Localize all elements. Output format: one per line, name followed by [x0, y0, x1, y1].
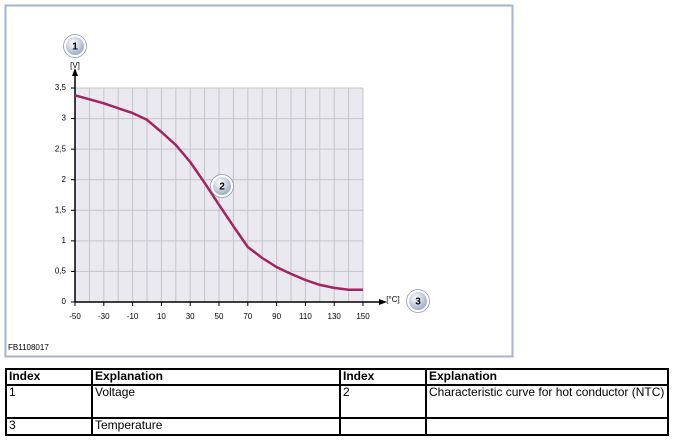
- callout-ring: [210, 174, 234, 198]
- table-row: 1 Voltage 2 Characteristic curve for hot…: [5, 384, 669, 419]
- table-row: 3 Temperature: [5, 417, 669, 436]
- header-cell: Explanation: [91, 368, 341, 386]
- cell: [425, 417, 669, 436]
- header-cell: Index: [339, 368, 427, 386]
- x-axis-arrow: [379, 299, 387, 305]
- y-tick-label: 2: [62, 175, 67, 184]
- callout-ring: [406, 289, 430, 313]
- figure-id: FB1108017: [8, 343, 49, 352]
- legend-table: Index Explanation Index Explanation 1 Vo…: [5, 368, 669, 436]
- callout-label: 3: [415, 297, 421, 308]
- callout-circle: [407, 290, 429, 312]
- y-tick-label: 3,5: [55, 83, 67, 92]
- x-tick-label: 90: [272, 312, 281, 321]
- y-tick-label: 3: [62, 114, 67, 123]
- curve: [74, 94, 363, 292]
- x-tick-label: 30: [186, 312, 195, 321]
- cell: 1: [5, 384, 93, 419]
- x-axis-label: [°C]: [386, 295, 399, 304]
- y-tick-label: 1: [62, 236, 67, 245]
- y-tick-label: 0: [62, 297, 67, 306]
- x-tick-label: 10: [157, 312, 166, 321]
- header-cell: Index: [5, 368, 93, 386]
- y-tick-label: 1,5: [55, 205, 67, 214]
- x-tick-label: -30: [98, 312, 110, 321]
- x-tick-label: 50: [215, 312, 224, 321]
- x-tick-label: -10: [127, 312, 139, 321]
- table-header: Index Explanation Index Explanation: [5, 368, 669, 386]
- callout-label: 1: [72, 42, 78, 53]
- x-tick-label: 110: [299, 312, 312, 321]
- x-tick-label: 130: [328, 312, 342, 321]
- callout-circle: [64, 35, 86, 57]
- cell: [339, 417, 427, 436]
- y-tick-label: 0,5: [55, 267, 67, 276]
- cell: Characteristic curve for hot conductor (…: [425, 384, 669, 419]
- x-tick-label: 150: [356, 312, 370, 321]
- cell: Temperature: [91, 417, 341, 436]
- header-cell: Explanation: [425, 368, 669, 386]
- callout-label: 2: [219, 182, 225, 193]
- y-axis-label: [V]: [70, 61, 80, 70]
- callout-ring: [63, 34, 87, 58]
- x-tick-label: -50: [69, 312, 81, 321]
- cell: Voltage: [91, 384, 341, 419]
- x-tick-label: 70: [243, 312, 252, 321]
- callout-circle: [211, 175, 233, 197]
- y-axis-arrow: [72, 68, 78, 76]
- y-tick-label: 2,5: [55, 144, 67, 153]
- cell: 3: [5, 417, 93, 436]
- figure: FB1108017 0 0,5 1 1,5 2 2,5 3 3,5 -50 -30 -10 10 30 5…: [4, 4, 514, 358]
- cell: 2: [339, 384, 427, 419]
